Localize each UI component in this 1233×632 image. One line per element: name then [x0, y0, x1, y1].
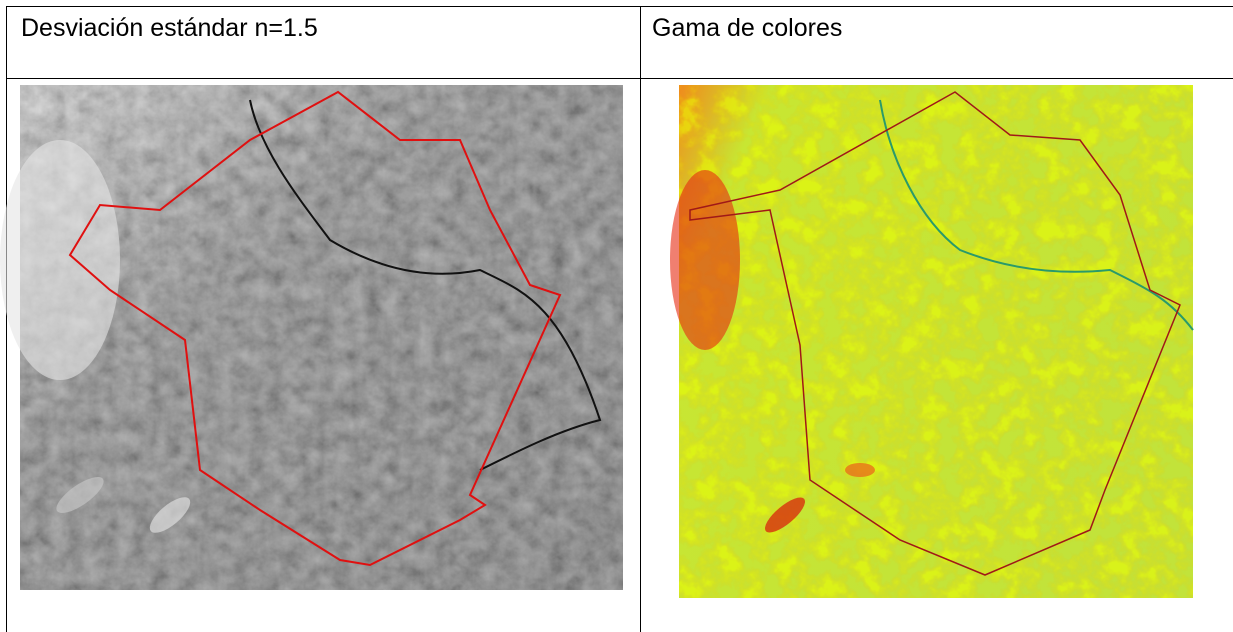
page: Desviación estándar n=1.5 Gama de colore… — [0, 0, 1233, 632]
cell-heading: Gama de colores — [652, 14, 842, 43]
grayscale-satellite-image — [0, 85, 623, 590]
color-satellite-image — [670, 85, 1193, 598]
document — [0, 0, 1233, 632]
cell-heading: Desviación estándar n=1.5 — [21, 14, 318, 43]
